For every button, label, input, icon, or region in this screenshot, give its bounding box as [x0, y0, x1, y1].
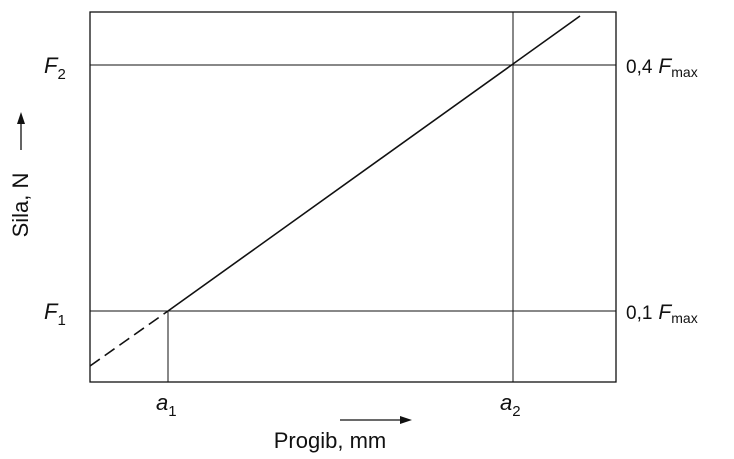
a2-label: a2 [500, 390, 521, 420]
f1-label: F1 [44, 299, 66, 329]
y-axis-arrow-icon [17, 112, 25, 150]
y-axis-label: Sila, N [8, 173, 33, 238]
force-deflection-line [167, 15, 581, 312]
plot-frame [89, 11, 617, 383]
f1-right-label: 0,1 Fmax [626, 301, 698, 326]
extrapolated-dashed-line [89, 310, 169, 367]
x-axis-label: Progib, mm [274, 428, 386, 453]
f2-right-label: 0,4 Fmax [626, 55, 698, 80]
x-axis-arrow-icon [340, 416, 412, 424]
f2-label: F2 [44, 53, 66, 83]
a1-label: a1 [156, 390, 177, 420]
